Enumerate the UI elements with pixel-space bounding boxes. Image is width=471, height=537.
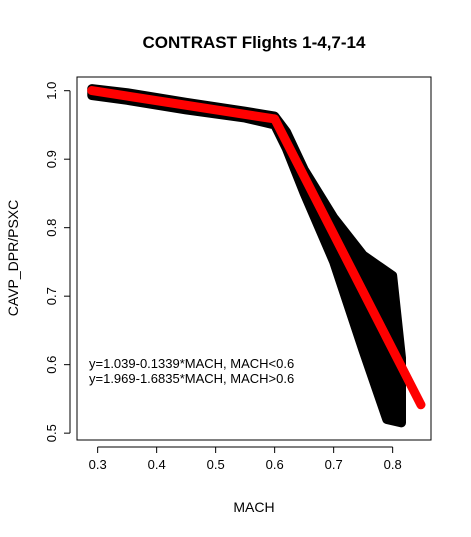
y-tick-label: 1.0 [44,82,59,100]
scatter-point-upper-7 [330,214,337,221]
scatter-point-lower-8 [360,347,367,354]
scatter-point-upper-9 [389,272,396,279]
y-axis: 0.5 0.6 0.7 0.8 0.9 1.0 [44,82,71,442]
x-tick-label: 0.8 [384,457,402,472]
scatter-point-lower-7 [330,258,337,265]
scatter-point-lower-10 [398,419,405,426]
x-tick-label: 0.6 [266,457,284,472]
annotation-fit-low: y=1.039-0.1339*MACH, MACH<0.6 [89,356,294,371]
scatter-point-upper-8 [360,252,367,259]
x-tick-label: 0.4 [148,457,166,472]
fit-lines [87,86,426,410]
x-tick-label: 0.5 [207,457,225,472]
x-tick-label: 0.7 [325,457,343,472]
x-axis: 0.3 0.4 0.5 0.6 0.7 0.8 [89,446,402,472]
fit-line-1 [270,114,426,410]
y-tick-label: 0.9 [44,150,59,168]
chart-title: CONTRAST Flights 1-4,7-14 [143,33,366,52]
y-tick-label: 0.7 [44,287,59,305]
y-tick-label: 0.5 [44,424,59,442]
annotation-fit-high: y=1.969-1.6835*MACH, MACH>0.6 [89,371,294,386]
y-tick-label: 0.8 [44,219,59,237]
x-tick-label: 0.3 [89,457,107,472]
x-axis-label: MACH [233,499,274,515]
scatter-point-lower-6 [301,190,308,197]
fit-line-0 [87,86,280,124]
y-axis-label: CAVP_DPR/PSXC [5,200,21,316]
scatter-point-lower-9 [383,416,390,423]
plot-frame [76,76,432,441]
y-tick-label: 0.6 [44,356,59,374]
